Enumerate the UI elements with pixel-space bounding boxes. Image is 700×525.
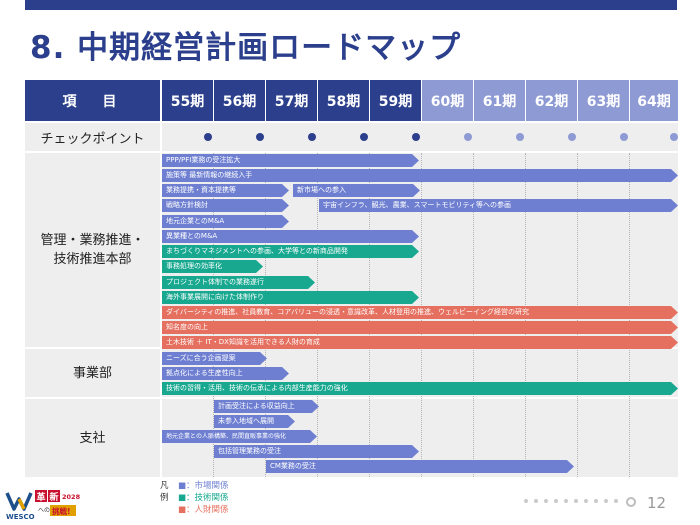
- svg-text:革: 革: [37, 491, 46, 503]
- company-logo: WESCO 革 新 2028 への 挑戦!: [5, 487, 83, 521]
- period-header-57: 57期: [266, 80, 317, 121]
- roadmap-bar-local-network: 地元企業との人脈構築、民間直販事業の強化: [162, 430, 317, 443]
- svg-text:への: への: [38, 507, 50, 514]
- svg-text:挑戦!: 挑戦!: [52, 506, 70, 516]
- roadmap-bar-town-management: まちづくりマネジメントへの参画、大学等との新商品開発: [162, 245, 419, 258]
- svg-text:WESCO: WESCO: [6, 513, 35, 521]
- checkpoint-dot: [256, 133, 264, 141]
- period-header-61: 61期: [474, 80, 525, 121]
- checkpoint-dot: [620, 133, 628, 141]
- legend-item-market: ■：市場関係: [178, 481, 229, 491]
- svg-text:2028: 2028: [62, 493, 81, 501]
- pagination-dot: [584, 499, 588, 503]
- period-header-55: 55期: [162, 80, 213, 121]
- roadmap-bar-strategy: 戦略方針検討: [162, 199, 289, 212]
- pagination-dot: [564, 499, 568, 503]
- roadmap-bar-cm-orders: CM業務の受注: [266, 460, 574, 473]
- checkpoint-dot: [204, 133, 212, 141]
- section-label-business: 事業部: [25, 349, 160, 397]
- roadmap-bar-diversity: ダイバーシティの推進、社員教育、コアバリューの浸透・意識改革、人材登用の推進、ウ…: [162, 306, 678, 319]
- roadmap-bar-recognition: 知名度の向上: [162, 321, 678, 334]
- checkpoint-row: [162, 123, 678, 151]
- pagination-dot: [524, 499, 528, 503]
- checkpoint-dot: [516, 133, 524, 141]
- pagination-dot: [614, 499, 618, 503]
- period-header-64: 64期: [630, 80, 678, 121]
- period-header-56: 56期: [214, 80, 265, 121]
- roadmap-bar-admin-efficiency: 事務処理の効率化: [162, 260, 263, 273]
- period-header-60: 60期: [422, 80, 473, 121]
- legend-item-hr: ■：人財関係: [178, 505, 229, 515]
- progress-circle-icon: [626, 497, 636, 507]
- checkpoint-dot: [360, 133, 368, 141]
- checkpoint-dot: [568, 133, 576, 141]
- section-label-branch: 支社: [25, 399, 160, 477]
- roadmap-bar-ppp-pfi: PPP/PFI業務の受注拡大: [162, 154, 419, 167]
- period-header-58: 58期: [318, 80, 369, 121]
- roadmap-bar-comprehensive-mgmt: 包括管理業務の受注: [214, 445, 419, 458]
- roadmap-bar-new-market: 新市場への参入: [293, 184, 420, 197]
- roadmap-bar-overseas: 海外事業展開に向けた体制作り: [162, 291, 419, 304]
- page-title: 8. 中期経営計画ロードマップ: [30, 30, 462, 66]
- roadmap-bar-project-system: プロジェクト体制での業務遂行: [162, 276, 315, 289]
- checkpoint-label: チェックポイント: [25, 123, 160, 151]
- roadmap-bar-alliance: 業務提携・資本提携等: [162, 184, 289, 197]
- roadmap-bar-proposal: ニーズに合う企画提案: [162, 352, 267, 365]
- roadmap-bar-policy-info: 施策等 最新情報の継続入手: [162, 169, 678, 182]
- roadmap-bar-new-regions: 未参入地域へ展開: [214, 415, 295, 428]
- checkpoint-dot: [464, 133, 472, 141]
- svg-text:新: 新: [50, 491, 59, 503]
- pagination-dot: [594, 499, 598, 503]
- pagination-dot: [554, 499, 558, 503]
- section-label-management: 管理・業務推進・ 技術推進本部: [25, 153, 160, 347]
- legend-title: 凡例: [160, 481, 169, 503]
- pagination-dot: [544, 499, 548, 503]
- roadmap-bar-space-infra: 宇宙インフラ、観光、農業、スマートモビリティ等への参画: [319, 199, 678, 212]
- pagination-dot: [534, 499, 538, 503]
- page-number: 12: [647, 494, 667, 512]
- header-accent-bar: [25, 0, 677, 10]
- roadmap-bar-cross-industry-ma: 異業種とのM&A: [162, 230, 419, 243]
- pagination-dot: [604, 499, 608, 503]
- roadmap-bar-local-ma: 地元企業とのM&A: [162, 215, 289, 228]
- pagination-dot: [574, 499, 578, 503]
- period-header-59: 59期: [370, 80, 421, 121]
- item-column-header: 項 目: [25, 80, 160, 121]
- checkpoint-dot: [670, 133, 678, 141]
- period-header-63: 63期: [578, 80, 629, 121]
- roadmap-table: 項 目 55期 56期 57期 58期 59期 60期 61期 62期 63期 …: [25, 80, 678, 477]
- checkpoint-dot: [412, 133, 420, 141]
- period-header-62: 62期: [526, 80, 577, 121]
- checkpoint-dot: [308, 133, 316, 141]
- roadmap-bar-planned-orders: 計画受注による収益向上: [214, 400, 319, 413]
- roadmap-bar-talent-dx: 土木技術 ＋ IT・DX知識を活用できる人財の育成: [162, 336, 678, 349]
- legend-item-tech: ■：技術関係: [178, 493, 229, 503]
- roadmap-bar-hub-productivity: 拠点化による生産性向上: [162, 367, 289, 380]
- roadmap-bar-tech-capability: 技術の習得・活用、技術の伝承による内部生産能力の強化: [162, 382, 678, 395]
